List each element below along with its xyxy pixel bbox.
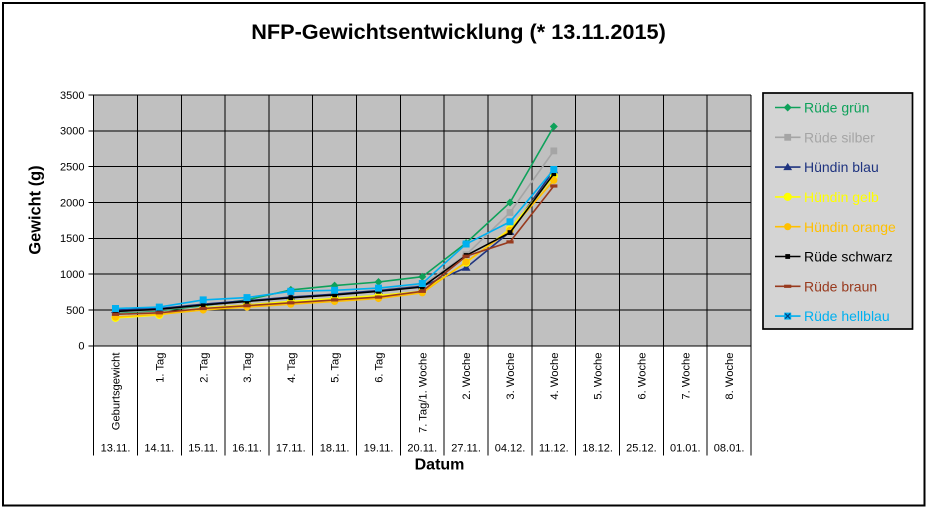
svg-text:3. Woche: 3. Woche (505, 353, 517, 400)
svg-text:Geburtsgewicht: Geburtsgewicht (111, 352, 123, 431)
svg-text:2. Woche: 2. Woche (461, 353, 473, 400)
svg-text:Hündin gelb: Hündin gelb (804, 189, 879, 205)
svg-text:Rüde schwarz: Rüde schwarz (804, 249, 893, 265)
svg-text:2. Tag: 2. Tag (198, 353, 210, 383)
svg-text:3500: 3500 (60, 90, 84, 102)
svg-text:08.01.: 08.01. (714, 443, 745, 455)
svg-text:27.11.: 27.11. (451, 443, 481, 455)
svg-text:Hündin blau: Hündin blau (804, 159, 879, 175)
svg-text:7. Woche: 7. Woche (680, 353, 692, 400)
svg-text:17.11.: 17.11. (276, 443, 306, 455)
svg-text:4. Tag: 4. Tag (286, 353, 298, 383)
svg-text:14.11.: 14.11. (144, 443, 174, 455)
svg-text:Rüde hellblau: Rüde hellblau (804, 308, 890, 324)
svg-text:Rüde grün: Rüde grün (804, 100, 869, 116)
svg-text:Rüde braun: Rüde braun (804, 278, 877, 294)
svg-text:6. Tag: 6. Tag (374, 353, 386, 383)
svg-text:15.11.: 15.11. (188, 443, 218, 455)
svg-text:Hündin orange: Hündin orange (804, 219, 896, 235)
svg-text:Datum: Datum (415, 457, 465, 474)
svg-text:16.11.: 16.11. (232, 443, 262, 455)
svg-text:Rüde silber: Rüde silber (804, 129, 875, 145)
svg-text:6. Woche: 6. Woche (637, 353, 649, 400)
svg-text:13.11.: 13.11. (101, 443, 131, 455)
svg-text:Gewicht (g): Gewicht (g) (26, 165, 44, 254)
svg-text:3. Tag: 3. Tag (242, 353, 254, 383)
svg-text:5. Woche: 5. Woche (593, 353, 605, 400)
svg-text:2500: 2500 (60, 162, 84, 174)
svg-text:500: 500 (66, 305, 84, 317)
svg-text:18.11.: 18.11. (320, 443, 350, 455)
svg-text:20.11.: 20.11. (407, 443, 437, 455)
svg-text:4. Woche: 4. Woche (549, 353, 561, 400)
svg-text:0: 0 (78, 341, 84, 353)
svg-text:04.12.: 04.12. (495, 443, 526, 455)
svg-text:7. Tag/1. Woche: 7. Tag/1. Woche (417, 353, 429, 433)
svg-text:2000: 2000 (60, 197, 84, 209)
svg-text:NFP-Gewichtsentwicklung (* 13.: NFP-Gewichtsentwicklung (* 13.11.2015) (251, 19, 666, 44)
svg-text:5. Tag: 5. Tag (330, 353, 342, 383)
svg-text:1500: 1500 (60, 233, 84, 245)
svg-text:1. Tag: 1. Tag (154, 353, 166, 383)
svg-text:3000: 3000 (60, 126, 84, 138)
svg-text:1000: 1000 (60, 269, 84, 281)
svg-text:8. Woche: 8. Woche (724, 353, 736, 400)
svg-text:19.11.: 19.11. (364, 443, 394, 455)
svg-text:18.12.: 18.12. (582, 443, 613, 455)
svg-text:25.12.: 25.12. (626, 443, 657, 455)
svg-text:01.01.: 01.01. (670, 443, 701, 455)
svg-text:11.12.: 11.12. (539, 443, 569, 455)
